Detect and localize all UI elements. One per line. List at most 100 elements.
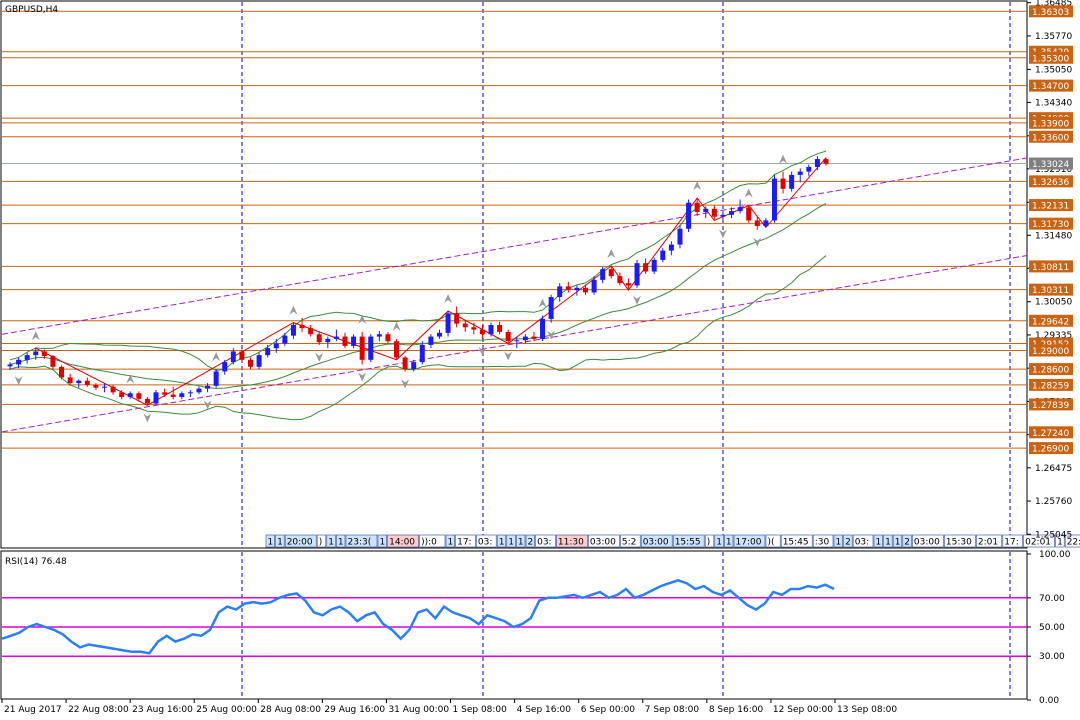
- candle-body: [144, 398, 150, 404]
- event-label-text: 03:: [855, 538, 869, 548]
- rsi-tick-label: 70.00: [1039, 594, 1065, 604]
- level-price-label: 1.35300: [1032, 54, 1069, 64]
- candle-body: [342, 336, 348, 346]
- level-price-label: 1.26900: [1032, 445, 1069, 455]
- band-middle: [9, 202, 827, 389]
- candle-body: [213, 371, 219, 386]
- event-label-text: 22:30: [1067, 538, 1080, 548]
- candle-body: [711, 208, 717, 217]
- candle-body: [797, 171, 803, 175]
- rsi-indicator: [1, 578, 1027, 657]
- time-tick-label: 6 Sep 00:00: [581, 705, 636, 715]
- event-label-text: 2: [845, 538, 851, 548]
- main-chart-frame: [0, 0, 1028, 549]
- level-price-box: [1029, 5, 1073, 18]
- candle-body: [76, 380, 82, 384]
- event-label-text: 1: [499, 538, 505, 548]
- fractal-up-arrow: [607, 248, 616, 258]
- candle-body: [694, 202, 700, 213]
- event-label-box: [516, 534, 526, 548]
- vertical-grid: [241, 2, 1011, 698]
- fractal-up-arrow: [744, 188, 753, 198]
- candle-body: [359, 336, 365, 360]
- event-label-text: 03:: [478, 538, 492, 548]
- event-label-box: [345, 534, 378, 548]
- event-label-text: 15:45: [783, 538, 809, 548]
- price-tick-label: 1.35770: [1035, 32, 1072, 42]
- event-label-text: 2: [528, 538, 534, 548]
- time-tick-label: 7 Sep 08:00: [645, 705, 700, 715]
- candle-body: [7, 364, 13, 367]
- event-label-text: )(: [768, 538, 775, 548]
- event-label-text: 15:30: [946, 538, 972, 548]
- candle-body: [222, 362, 228, 372]
- level-price-box: [1029, 260, 1073, 273]
- event-label-box: [902, 534, 912, 548]
- candle-body: [754, 220, 760, 226]
- event-label-text: 1: [885, 538, 891, 548]
- candle-body: [110, 386, 116, 393]
- event-label-box: [620, 534, 641, 548]
- candle-body: [239, 351, 245, 360]
- fractal-up-arrow: [126, 374, 135, 384]
- candle-body: [84, 380, 90, 385]
- candle-body: [548, 297, 554, 319]
- fractal-down-arrow: [718, 229, 727, 239]
- candle-body: [316, 334, 322, 343]
- event-label-text: 11:30: [558, 538, 584, 548]
- candle-body: [600, 269, 606, 280]
- price-tick-label: 1.25760: [1035, 497, 1072, 507]
- event-label-box: [377, 534, 387, 548]
- candle-body: [33, 351, 39, 356]
- candle-body: [325, 338, 331, 343]
- current-price-label: 1.33024: [1032, 160, 1069, 170]
- event-label-box: [1023, 534, 1055, 548]
- candle-body: [299, 324, 305, 329]
- fractal-down-arrow: [633, 295, 642, 305]
- fractal-up-arrow: [444, 294, 453, 304]
- event-label-box: [883, 534, 893, 548]
- event-label-text: 17:: [457, 538, 471, 548]
- event-label-box: [1064, 534, 1080, 548]
- price-tick-label: 1.32910: [1035, 165, 1072, 175]
- event-label-text: 1: [268, 538, 274, 548]
- candlesticks[interactable]: [7, 156, 829, 406]
- event-label-box: [316, 534, 327, 548]
- level-price-box: [1029, 199, 1073, 212]
- event-label-text: 2:01: [978, 538, 998, 548]
- time-tick-label: 22 Aug 08:00: [68, 705, 129, 715]
- level-price-box: [1029, 314, 1073, 327]
- price-tick-label: 1.34340: [1035, 98, 1072, 108]
- candle-body: [454, 313, 460, 324]
- time-tick-label: 12 Sep 00:00: [773, 705, 833, 715]
- fractal-down-arrow: [358, 372, 367, 382]
- level-price-box: [1029, 217, 1073, 230]
- candle-body: [402, 357, 408, 370]
- candle-body: [333, 336, 339, 339]
- candle-body: [394, 341, 400, 358]
- candle-body: [591, 279, 597, 293]
- candle-body: [230, 351, 236, 363]
- event-label-box: [843, 534, 853, 548]
- level-price-label: 1.29000: [1032, 347, 1069, 357]
- event-label-text: 1: [328, 538, 334, 548]
- event-label-box: [704, 534, 715, 548]
- candle-body: [282, 335, 288, 344]
- event-label-box: [455, 534, 476, 548]
- level-price-box: [1029, 442, 1073, 455]
- time-tick-label: 25 Aug 00:00: [196, 705, 257, 715]
- candle-body: [582, 287, 588, 293]
- event-label-text: 1: [726, 538, 732, 548]
- zigzag-indicator: [35, 157, 827, 406]
- fractal-up-arrow: [779, 154, 788, 164]
- level-price-label: 1.32131: [1032, 202, 1069, 212]
- event-label-box: [672, 534, 705, 548]
- candle-body: [479, 329, 485, 335]
- symbol-title: GBPUSD,H4: [5, 5, 58, 15]
- event-label-box: [1055, 534, 1065, 548]
- candle-body: [411, 362, 417, 370]
- event-labels: 1 1 20:00) 1 1 23:3(1 14:00)):0 1 17: 03: 1 1 1 2 03: 1…: [265, 534, 1080, 548]
- price-tick-label: 1.25045: [1035, 530, 1072, 540]
- level-price-label: 1.27240: [1032, 429, 1069, 439]
